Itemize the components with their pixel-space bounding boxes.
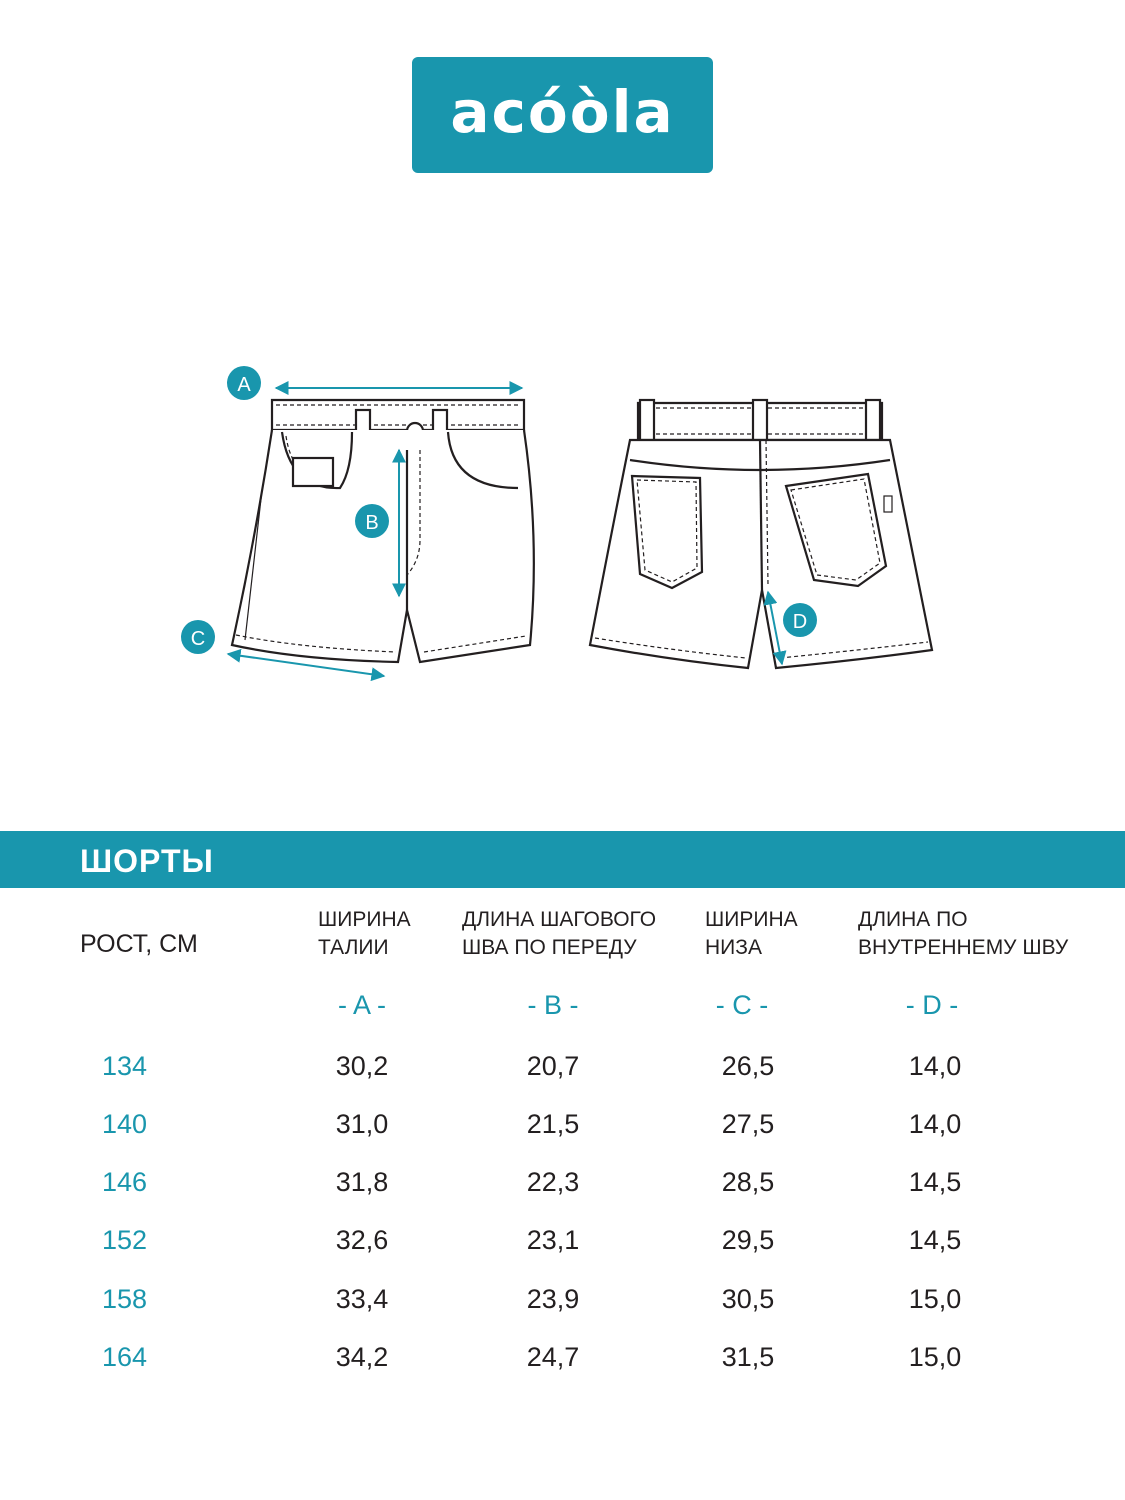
label-c-badge: C	[181, 620, 215, 654]
header-waist-line1: ШИРИНА	[318, 908, 411, 931]
measurement-arrows	[226, 381, 787, 682]
shorts-diagram: A B C D	[181, 366, 934, 682]
cell-hem: 30,5	[721, 1284, 775, 1314]
letter-b: - B -	[527, 990, 579, 1020]
header-inseam-line2: ВНУТРЕННЕМУ ШВУ	[858, 936, 1069, 959]
cell-hem: 28,5	[721, 1167, 775, 1197]
cell-height: 140	[102, 1109, 148, 1139]
header-rise: ДЛИНА ШАГОВОГО ШВА ПО ПЕРЕДУ	[462, 906, 656, 962]
header-inseam: ДЛИНА ПО ВНУТРЕННЕМУ ШВУ	[858, 906, 1068, 962]
header-hem: ШИРИНА НИЗА	[705, 906, 798, 962]
cell-rise: 22,3	[526, 1167, 580, 1197]
header-hem-line2: НИЗА	[705, 936, 762, 959]
header-rise-line1: ДЛИНА ШАГОВОГО	[462, 908, 657, 931]
cell-waist: 33,4	[335, 1284, 389, 1314]
header-waist: ШИРИНА ТАЛИИ	[318, 906, 411, 962]
brand-logo: acóòla	[412, 57, 713, 173]
cell-height: 134	[102, 1051, 148, 1081]
cell-waist: 30,2	[335, 1051, 389, 1081]
cell-height: 164	[102, 1342, 148, 1372]
cell-inseam: 15,0	[908, 1342, 962, 1372]
cell-rise: 20,7	[526, 1051, 580, 1081]
cell-hem: 29,5	[721, 1225, 775, 1255]
cell-rise: 24,7	[526, 1342, 580, 1372]
label-a-badge: A	[227, 366, 261, 400]
cell-inseam: 15,0	[908, 1284, 962, 1314]
header-inseam-line1: ДЛИНА ПО	[858, 908, 968, 931]
cell-hem: 31,5	[721, 1342, 775, 1372]
label-d-badge: D	[783, 603, 817, 637]
table-title: ШОРТЫ	[80, 843, 214, 879]
cell-inseam: 14,5	[908, 1167, 962, 1197]
label-a: A	[237, 374, 251, 396]
cell-waist: 31,0	[335, 1109, 389, 1139]
cell-waist: 32,6	[335, 1225, 389, 1255]
cell-inseam: 14,5	[908, 1225, 962, 1255]
cell-waist: 34,2	[335, 1342, 389, 1372]
cell-hem: 27,5	[721, 1109, 775, 1139]
table-title-band: ШОРТЫ	[0, 831, 1125, 888]
shorts-front-drawing	[230, 398, 535, 664]
cell-height: 152	[102, 1225, 148, 1255]
cell-height: 146	[102, 1167, 148, 1197]
arrow-d	[763, 590, 787, 666]
cell-inseam: 14,0	[908, 1109, 962, 1139]
label-c: C	[191, 628, 205, 650]
letter-a: - A -	[337, 990, 386, 1020]
letter-d: - D -	[905, 990, 959, 1020]
cell-rise: 21,5	[526, 1109, 580, 1139]
header-waist-line2: ТАЛИИ	[318, 936, 389, 959]
cell-waist: 31,8	[335, 1167, 389, 1197]
logo-text: acóòla	[450, 78, 675, 146]
letter-c: - C -	[715, 990, 769, 1020]
label-d: D	[793, 611, 807, 633]
cell-height: 158	[102, 1284, 148, 1314]
shorts-back-drawing	[588, 398, 934, 670]
header-rise-line2: ШВА ПО ПЕРЕДУ	[462, 936, 637, 959]
header-height: РОСТ, СМ	[80, 930, 198, 958]
cell-inseam: 14,0	[908, 1051, 962, 1081]
label-b-badge: B	[355, 504, 389, 538]
label-b: B	[365, 512, 378, 534]
cell-hem: 26,5	[721, 1051, 775, 1081]
arrow-c	[226, 648, 386, 682]
cell-rise: 23,9	[526, 1284, 580, 1314]
cell-rise: 23,1	[526, 1225, 580, 1255]
header-hem-line1: ШИРИНА	[705, 908, 798, 931]
